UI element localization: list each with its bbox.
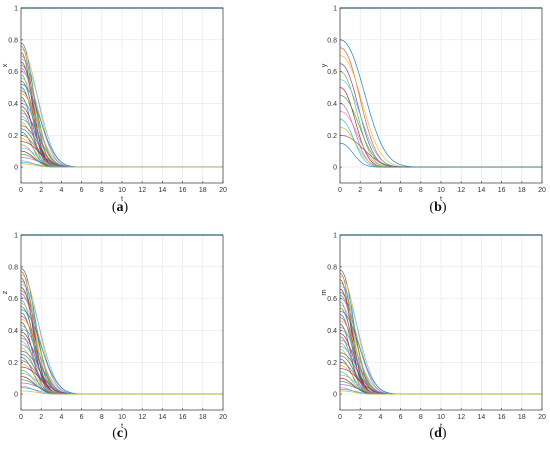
y-tick-label: 0.2: [8, 133, 18, 140]
y-axis-label: z: [0, 290, 9, 294]
series-lines: [20, 268, 223, 395]
y-tick-label: 0.6: [8, 69, 18, 76]
x-tick-label: 20: [219, 187, 227, 194]
x-tick-label: 0: [338, 414, 342, 421]
y-tick-label: 0: [333, 392, 337, 399]
y-tick-label: 0.2: [327, 133, 337, 140]
x-axis-label: t: [121, 194, 124, 203]
x-tick-label: 4: [59, 187, 63, 194]
x-tick-label: 16: [498, 414, 506, 421]
series-line: [20, 390, 223, 395]
y-tick-label: 0.8: [8, 264, 18, 271]
y-tick-label: 0.4: [327, 101, 337, 108]
x-tick-label: 16: [179, 187, 187, 194]
x-tick-label: 10: [118, 187, 126, 194]
chart-panel-b: 0 2 4 6 8 10 12 14 16 18 20 0 0.2 0.4 0.6 0.8 1 t y (b): [319, 6, 546, 216]
x-tick-label: 20: [538, 414, 546, 421]
y-tick-label: 1: [333, 6, 337, 13]
y-axis-label: m: [319, 289, 328, 295]
x-tick-label: 8: [100, 414, 104, 421]
y-tick-label: 0.8: [327, 37, 337, 44]
y-tick-label: 0.4: [8, 101, 18, 108]
x-tick-label: 12: [138, 414, 146, 421]
x-tick-label: 16: [498, 187, 506, 194]
x-tick-label: 16: [179, 414, 187, 421]
x-tick-label: 18: [518, 414, 526, 421]
x-tick-label: 18: [199, 187, 207, 194]
chart-panel-a: 0 2 4 6 8 10 12 14 16 18 20 0 0.2 0.4 0.6 0.8 1 t x (a): [0, 6, 227, 216]
y-tick-label: 0.6: [327, 296, 337, 303]
x-tick-label: 0: [19, 187, 23, 194]
x-tick-label: 12: [457, 187, 465, 194]
x-tick-label: 18: [199, 414, 207, 421]
y-tick-label: 1: [14, 233, 18, 240]
panel-caption: (d): [429, 426, 446, 441]
y-tick-label: 0.4: [327, 328, 337, 335]
y-axis-label: x: [0, 63, 9, 67]
y-tick-label: 0.6: [327, 69, 337, 76]
x-tick-label: 4: [378, 414, 382, 421]
y-tick-label: 0.6: [8, 296, 18, 303]
series-lines: [339, 39, 542, 168]
series-line: [339, 142, 542, 168]
x-tick-label: 2: [39, 187, 43, 194]
x-tick-label: 18: [518, 187, 526, 194]
y-tick-label: 0.4: [8, 328, 18, 335]
x-tick-label: 6: [80, 187, 84, 194]
x-axis-label: t: [440, 421, 443, 430]
x-tick-label: 2: [39, 414, 43, 421]
x-tick-label: 12: [138, 187, 146, 194]
panel-caption: (b): [429, 200, 446, 215]
x-tick-label: 14: [159, 414, 167, 421]
x-tick-label: 20: [219, 414, 227, 421]
y-tick-label: 1: [333, 233, 337, 240]
x-tick-label: 14: [478, 414, 486, 421]
series-line: [20, 163, 223, 168]
series-line: [339, 390, 542, 395]
x-tick-label: 10: [118, 414, 126, 421]
x-axis-label: t: [121, 421, 124, 430]
x-tick-label: 8: [419, 414, 423, 421]
x-tick-label: 12: [457, 414, 465, 421]
x-axis-label: t: [440, 194, 443, 203]
y-tick-label: 0: [14, 392, 18, 399]
chart-panel-d: 0 2 4 6 8 10 12 14 16 18 20 0 0.2 0.4 0.6 0.8 1 t m (d): [319, 233, 546, 442]
y-tick-label: 0.8: [8, 37, 18, 44]
x-tick-label: 2: [358, 187, 362, 194]
y-axis-label: y: [319, 63, 328, 67]
x-tick-label: 20: [538, 187, 546, 194]
y-tick-label: 0: [14, 165, 18, 172]
x-tick-label: 4: [378, 187, 382, 194]
x-tick-label: 0: [338, 187, 342, 194]
x-tick-label: 6: [399, 187, 403, 194]
x-tick-label: 8: [100, 187, 104, 194]
x-tick-label: 14: [159, 187, 167, 194]
x-tick-label: 10: [437, 187, 445, 194]
y-tick-label: 0.2: [327, 360, 337, 367]
x-tick-label: 2: [358, 414, 362, 421]
x-tick-label: 6: [399, 414, 403, 421]
y-tick-label: 0.2: [8, 360, 18, 367]
x-tick-label: 14: [478, 187, 486, 194]
x-tick-label: 8: [419, 187, 423, 194]
x-tick-label: 4: [59, 414, 63, 421]
x-tick-label: 10: [437, 414, 445, 421]
y-tick-label: 0.8: [327, 264, 337, 271]
y-tick-label: 0: [333, 165, 337, 172]
series-lines: [339, 269, 542, 395]
chart-panel-c: 0 2 4 6 8 10 12 14 16 18 20 0 0.2 0.4 0.6 0.8 1 t z (c): [0, 233, 227, 442]
panel-caption: (c): [112, 426, 128, 441]
x-tick-label: 6: [80, 414, 84, 421]
y-tick-label: 1: [14, 6, 18, 13]
x-tick-label: 0: [19, 414, 23, 421]
panel-caption: (a): [112, 200, 129, 215]
series-lines: [20, 42, 223, 168]
